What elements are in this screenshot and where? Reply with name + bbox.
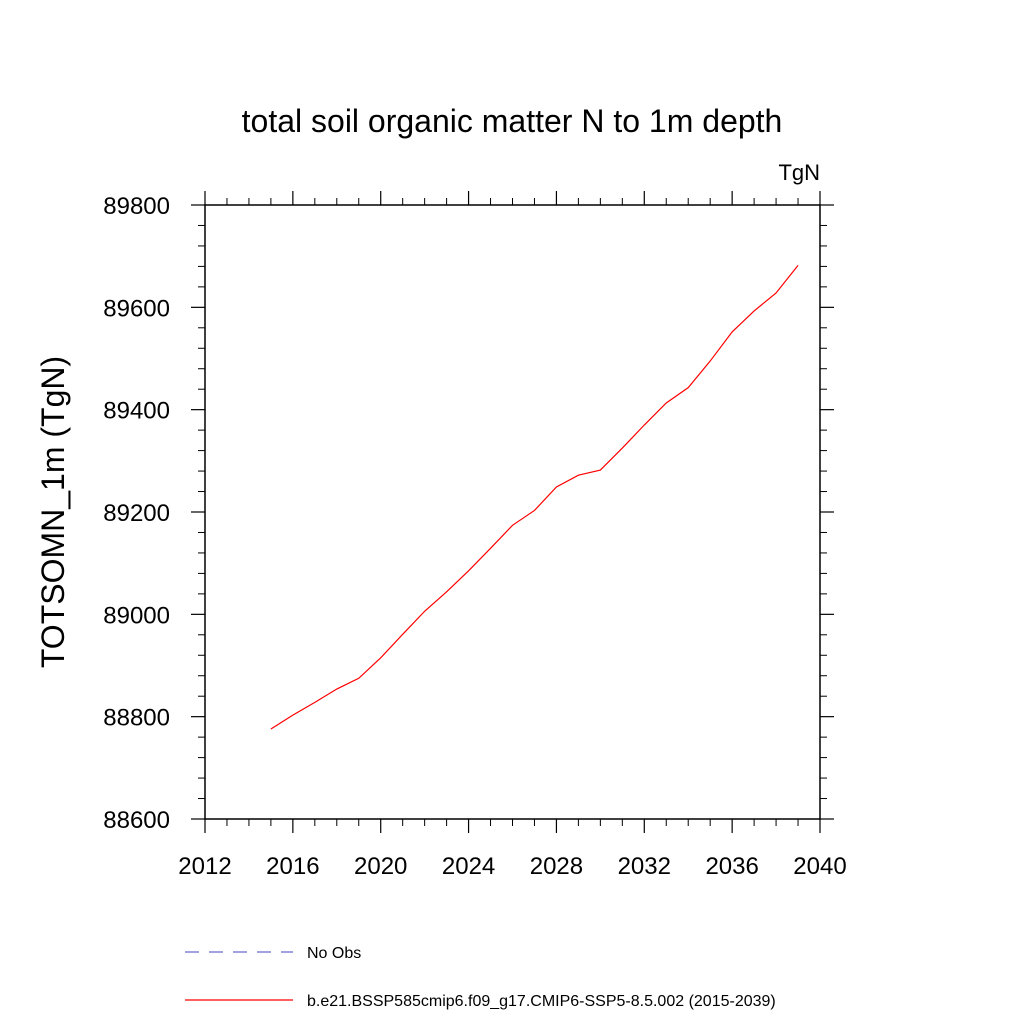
tick-labels: 2012 2016 2020 2024 2028 2032 2036 2040 88600 888… bbox=[103, 193, 846, 880]
x-tick-label: 2036 bbox=[705, 853, 758, 880]
x-tick-label: 2028 bbox=[530, 853, 583, 880]
y-tick-label: 88600 bbox=[103, 807, 170, 834]
plot-frame bbox=[204, 204, 821, 820]
chart-title: total soil organic matter N to 1m depth bbox=[242, 103, 783, 139]
x-tick-label: 2032 bbox=[618, 853, 671, 880]
x-tick-label: 2012 bbox=[178, 853, 231, 880]
y-axis-label: TOTSOMN_1m (TgN) bbox=[35, 356, 71, 668]
series-layer bbox=[270, 265, 799, 730]
y-tick-label: 88800 bbox=[103, 705, 170, 732]
legend-label: No Obs bbox=[307, 945, 361, 962]
y-tick-label: 89400 bbox=[103, 398, 170, 425]
chart-subtitle: TgN bbox=[778, 160, 820, 185]
x-tick-label: 2020 bbox=[354, 853, 407, 880]
axis-ticks bbox=[191, 191, 834, 833]
x-tick-label: 2016 bbox=[266, 853, 319, 880]
y-tick-label: 89800 bbox=[103, 193, 170, 220]
series-line bbox=[270, 265, 799, 730]
y-tick-label: 89200 bbox=[103, 500, 170, 527]
y-tick-label: 89600 bbox=[103, 295, 170, 322]
y-tick-label: 89000 bbox=[103, 602, 170, 629]
x-tick-label: 2024 bbox=[442, 853, 495, 880]
legend-label: b.e21.BSSP585cmip6.f09_g17.CMIP6-SSP5-8.… bbox=[307, 993, 776, 1010]
legend: No Obs b.e21.BSSP585cmip6.f09_g17.CMIP6-S… bbox=[185, 945, 776, 1010]
x-tick-label: 2040 bbox=[793, 853, 846, 880]
